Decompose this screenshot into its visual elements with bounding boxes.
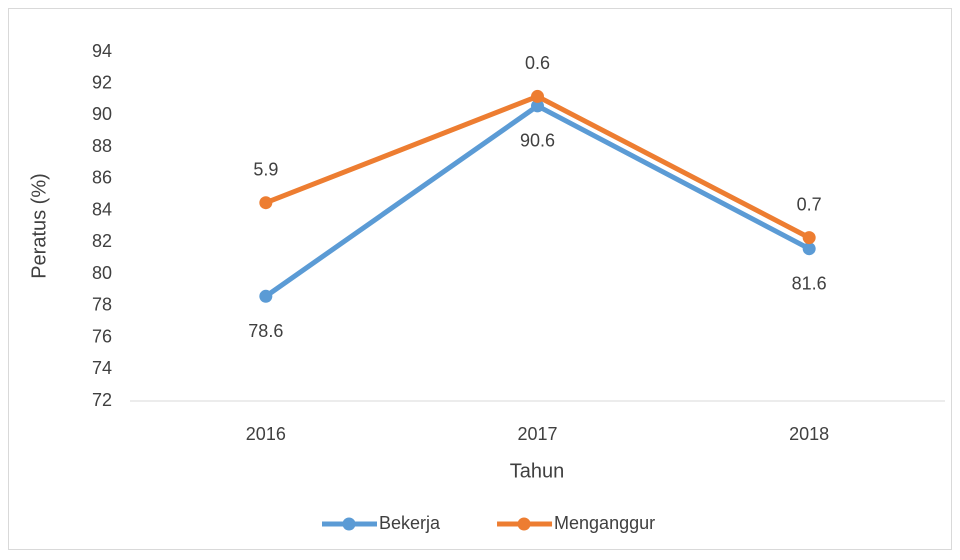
- chart-border: [8, 8, 952, 550]
- data-label: 5.9: [253, 159, 278, 179]
- y-tick-label: 86: [92, 168, 112, 188]
- y-tick-label: 82: [92, 231, 112, 251]
- y-tick-label: 94: [92, 41, 112, 61]
- legend-label: Bekerja: [379, 513, 441, 533]
- marker: [531, 89, 544, 103]
- marker: [802, 242, 816, 256]
- y-tick-label: 92: [92, 72, 112, 92]
- data-label: 0.6: [525, 53, 550, 73]
- y-tick-label: 80: [92, 263, 112, 283]
- y-axis-label: Peratus (%): [28, 173, 50, 279]
- y-tick-label: 90: [92, 104, 112, 124]
- data-label: 81.6: [792, 273, 827, 293]
- y-tick-label: 76: [92, 326, 112, 346]
- marker: [259, 196, 273, 210]
- y-tick-label: 84: [92, 199, 112, 219]
- marker: [531, 99, 544, 113]
- y-tick-label: 74: [92, 358, 112, 378]
- data-label: 0.7: [797, 194, 822, 214]
- legend-label: Menganggur: [554, 513, 655, 533]
- data-label: 78.6: [248, 321, 283, 341]
- x-tick-label: 2017: [517, 424, 557, 444]
- legend-marker: [517, 517, 531, 531]
- marker: [802, 231, 816, 245]
- x-axis-label: Tahun: [510, 460, 565, 482]
- marker: [259, 289, 273, 303]
- y-tick-label: 88: [92, 136, 112, 156]
- x-tick-label: 2016: [246, 424, 286, 444]
- y-tick-label: 72: [92, 390, 112, 410]
- legend-marker: [342, 517, 356, 531]
- y-tick-label: 78: [92, 295, 112, 315]
- data-label: 90.6: [520, 131, 555, 151]
- x-tick-label: 2018: [789, 424, 829, 444]
